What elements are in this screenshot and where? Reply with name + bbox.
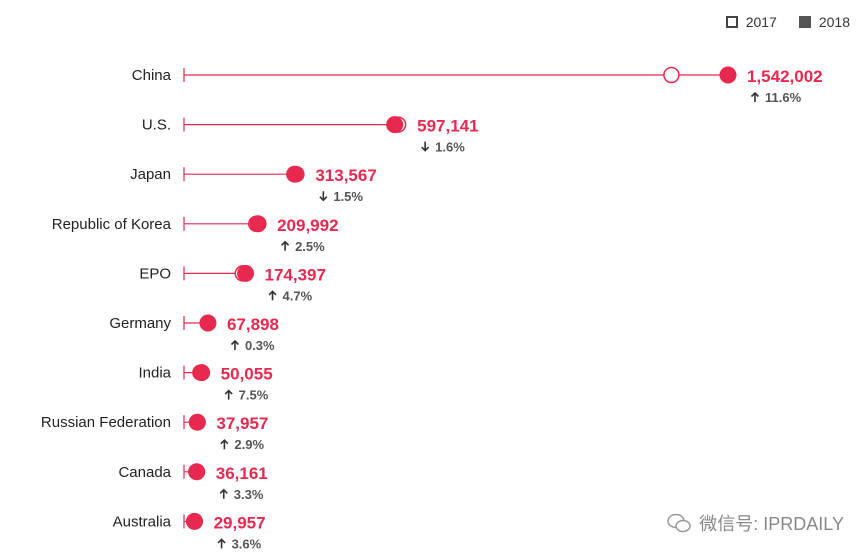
- change-label-germany: 0.3%: [245, 338, 275, 353]
- point-2017-china: [663, 66, 680, 84]
- category-label-russian-federation: Russian Federation: [41, 414, 171, 431]
- value-label-china: 1,542,002: [747, 67, 823, 86]
- legend-label-2017: 2017: [745, 14, 777, 30]
- point-2018-japan: [286, 165, 304, 183]
- arrow-up-icon-epo: [268, 290, 277, 301]
- change-label-epo: 4.7%: [283, 288, 313, 303]
- category-label-australia: Australia: [113, 513, 172, 530]
- point-2018-russian-federation: [188, 413, 206, 431]
- point-2018-u-s-: [386, 116, 404, 134]
- wechat-icon: [667, 513, 692, 533]
- category-label-republic-of-korea: Republic of Korea: [52, 216, 172, 233]
- arrow-up-icon-germany: [230, 339, 240, 350]
- point-2018-australia: [186, 512, 204, 530]
- value-label-u-s-: 597,141: [417, 117, 478, 136]
- arrow-up-icon-china: [750, 91, 760, 102]
- change-label-canada: 3.3%: [234, 487, 264, 502]
- watermark: 微信号: IPRDAILY: [667, 510, 844, 536]
- change-label-india: 7.5%: [239, 388, 269, 403]
- point-2018-china: [719, 66, 737, 84]
- value-label-japan: 313,567: [315, 166, 376, 185]
- hollow-square-icon: [725, 16, 738, 28]
- value-label-germany: 67,898: [227, 315, 279, 334]
- value-label-australia: 29,957: [214, 513, 266, 532]
- watermark-text: 微信号: IPRDAILY: [699, 514, 844, 534]
- filled-square-icon: [798, 16, 811, 28]
- change-label-russian-federation: 2.9%: [234, 437, 264, 452]
- legend-item-2017: 2017: [725, 14, 777, 30]
- point-2018-germany: [199, 314, 217, 332]
- arrow-down-icon-japan: [319, 191, 328, 202]
- change-label-u-s-: 1.6%: [435, 140, 465, 155]
- value-label-canada: 36,161: [216, 464, 268, 483]
- legend: 2017 2018: [712, 14, 850, 30]
- value-label-epo: 174,397: [265, 265, 326, 284]
- arrow-up-icon-india: [224, 389, 233, 400]
- category-label-china: China: [132, 67, 172, 84]
- point-2018-epo: [237, 264, 255, 282]
- value-label-india: 50,055: [221, 365, 273, 384]
- arrow-up-icon-australia: [217, 538, 226, 549]
- value-label-republic-of-korea: 209,992: [277, 216, 338, 235]
- category-label-epo: EPO: [139, 265, 171, 282]
- value-label-russian-federation: 37,957: [216, 414, 268, 433]
- legend-label-2018: 2018: [818, 14, 850, 30]
- category-label-india: India: [138, 365, 171, 382]
- change-label-japan: 1.5%: [333, 189, 363, 204]
- category-label-u-s-: U.S.: [142, 117, 171, 134]
- change-label-australia: 3.6%: [232, 536, 262, 551]
- arrow-up-icon-canada: [219, 488, 228, 499]
- arrow-up-icon-russian-federation: [220, 439, 229, 450]
- point-2018-republic-of-korea: [249, 215, 267, 233]
- change-label-republic-of-korea: 2.5%: [295, 239, 325, 254]
- category-label-germany: Germany: [109, 315, 171, 332]
- arrow-down-icon-u-s-: [421, 141, 430, 152]
- legend-item-2018: 2018: [798, 14, 850, 30]
- category-label-japan: Japan: [130, 166, 171, 183]
- arrow-up-icon-republic-of-korea: [281, 240, 290, 251]
- point-2018-india: [193, 364, 211, 382]
- category-label-canada: Canada: [118, 464, 171, 481]
- change-label-china: 11.6%: [765, 90, 802, 105]
- point-2018-canada: [188, 463, 206, 481]
